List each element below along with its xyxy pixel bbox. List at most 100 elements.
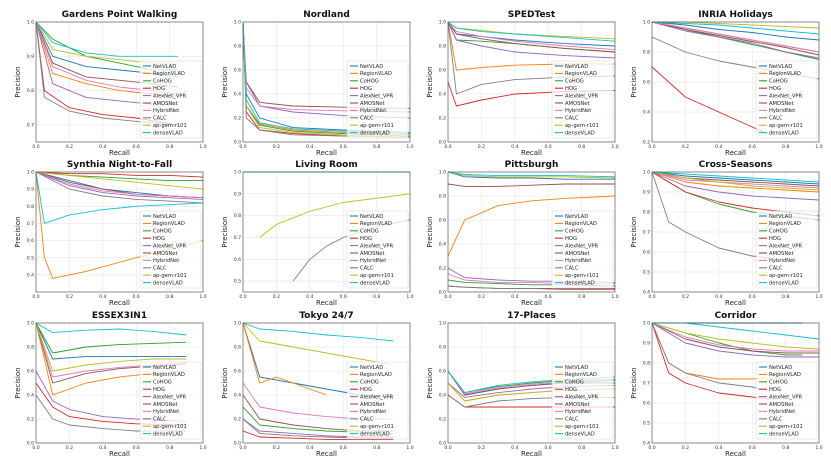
x-tick-label: 0.0 xyxy=(239,144,246,150)
y-tick-label: 0.7 xyxy=(27,221,34,227)
x-tick-label: 0.8 xyxy=(782,294,789,300)
legend-entry: AMOSNet xyxy=(360,251,385,257)
legend-entry: RegionVLAD xyxy=(769,372,801,378)
series-line-calc xyxy=(35,171,204,204)
legend-entry: HybridNet xyxy=(153,108,179,114)
series-line-hybridnet xyxy=(447,21,616,51)
legend-entry: HybridNet xyxy=(769,409,795,415)
legend-entry: ap-gem-r101 xyxy=(769,273,803,279)
x-tick-label: 0.2 xyxy=(66,445,73,451)
y-tick-label: 0.5 xyxy=(643,421,650,427)
series-line-alexnet-vpr xyxy=(651,21,820,59)
y-tick-label: 0.9 xyxy=(643,341,650,347)
x-axis-label: Recall xyxy=(521,299,542,307)
y-tick-label: 0.6 xyxy=(234,369,241,375)
y-tick-label: 0.8 xyxy=(27,88,34,94)
series-line-ap-gem-r101 xyxy=(35,21,178,64)
chart-title: Nordland xyxy=(303,10,350,20)
x-tick-label: 0.0 xyxy=(32,445,39,451)
series-line-densevlad xyxy=(242,322,394,342)
x-tick-label: 0.4 xyxy=(511,294,518,300)
x-tick-label: 0.2 xyxy=(682,445,689,451)
chart-title: SPEDTest xyxy=(508,10,556,20)
y-axis-label: Precision xyxy=(630,216,638,247)
legend-entry: ap-gem-r101 xyxy=(153,424,187,430)
legend-entry: denseVLAD xyxy=(769,280,799,286)
x-tick-label: 0.8 xyxy=(578,445,585,451)
y-tick-label: 0.0 xyxy=(27,441,34,447)
y-tick-label: 0.7 xyxy=(643,230,650,236)
plot-frame xyxy=(447,322,616,444)
legend-entry: AlexNet_VPR xyxy=(769,394,803,400)
legend-entry: NetVLAD xyxy=(565,64,588,70)
y-tick-label: 0.9 xyxy=(234,191,241,197)
y-axis-label: Precision xyxy=(426,66,434,97)
x-tick-label: 0.6 xyxy=(545,144,552,150)
chart-panel-4: Synthia Night-to-Fall 0.4 0.5 0.6 0.7 0.8 0.9 1… xyxy=(14,160,207,307)
chart-title: Living Room xyxy=(295,160,357,170)
y-tick-label: 0.8 xyxy=(439,345,446,351)
y-tick-label: 0.4 xyxy=(643,110,650,116)
y-tick-label: 0.4 xyxy=(439,242,446,248)
y-tick-label: 0.6 xyxy=(234,257,241,263)
series-line-ap-gem-r101 xyxy=(242,322,394,366)
chart-panel-10: 17-Places 0.0 0.2 0.4 0.6 0.8 1.0 0.0 0.2 0.4 0.6 0… xyxy=(426,311,619,458)
x-tick-label: 0.0 xyxy=(648,445,655,451)
legend-entry: AlexNet_VPR xyxy=(153,394,187,400)
legend-entry: NetVLAD xyxy=(565,365,588,371)
x-axis-label: Recall xyxy=(109,149,130,157)
x-tick-label: 0.2 xyxy=(66,144,73,150)
y-tick-label: 1.0 xyxy=(234,321,241,327)
chart-title: Cross-Seasons xyxy=(699,160,773,170)
y-tick-label: 0.5 xyxy=(643,270,650,276)
chart-title: 17-Places xyxy=(507,311,556,321)
x-tick-label: 0.0 xyxy=(444,144,451,150)
legend-entry: CALC xyxy=(153,266,167,272)
legend-entry: AMOSNet xyxy=(153,402,178,408)
x-tick-label: 0.2 xyxy=(478,144,485,150)
y-tick-label: 1.0 xyxy=(27,20,34,26)
legend-entry: denseVLAD xyxy=(153,130,183,136)
legend-entry: CoHOG xyxy=(153,229,172,235)
legend-entry: NetVLAD xyxy=(360,365,383,371)
y-tick-label: 0.0 xyxy=(439,140,446,146)
legend-entry: AlexNet_VPR xyxy=(565,394,599,400)
series-line-amosnet xyxy=(447,21,616,53)
legend-entry: AlexNet_VPR xyxy=(360,394,394,400)
legend-entry: ap-gem-r101 xyxy=(153,273,187,279)
series-line-calc xyxy=(651,171,769,259)
y-tick-label: 0.4 xyxy=(643,441,650,447)
legend-entry: denseVLAD xyxy=(565,130,595,136)
x-tick-label: 0.4 xyxy=(306,445,313,451)
legend-entry: HybridNet xyxy=(360,409,386,415)
y-tick-label: 0.4 xyxy=(234,92,241,98)
series-line-netvlad xyxy=(447,171,615,180)
y-tick-label: 0.6 xyxy=(27,238,34,244)
x-axis-label: Recall xyxy=(521,450,542,458)
x-tick-label: 0.8 xyxy=(373,445,380,451)
legend-entry: HOG xyxy=(360,86,372,92)
y-tick-label: 0.2 xyxy=(439,417,446,423)
plot-frame xyxy=(242,21,411,143)
x-tick-label: 0.8 xyxy=(166,445,173,451)
legend-entry: AlexNet_VPR xyxy=(360,93,394,99)
y-tick-label: 0.2 xyxy=(234,417,241,423)
x-axis-label: Recall xyxy=(316,450,337,458)
legend-entry: ap-gem-r101 xyxy=(360,273,394,279)
legend-entry: AlexNet_VPR xyxy=(153,93,187,99)
legend-entry: NetVLAD xyxy=(769,214,792,220)
x-tick-label: 1.0 xyxy=(815,144,822,150)
x-tick-label: 0.4 xyxy=(99,294,106,300)
x-tick-label: 1.0 xyxy=(199,144,206,150)
legend-entry: CALC xyxy=(769,417,783,423)
chart-panel-5: Living Room 0.5 0.6 0.7 0.8 0.9 1.0 0.0 0.2 0.4 0.… xyxy=(221,160,414,307)
y-tick-label: 0.4 xyxy=(643,290,650,296)
legend-entry: RegionVLAD xyxy=(153,71,185,77)
legend-entry: AlexNet_VPR xyxy=(360,243,394,249)
x-axis-label: Recall xyxy=(109,299,130,307)
